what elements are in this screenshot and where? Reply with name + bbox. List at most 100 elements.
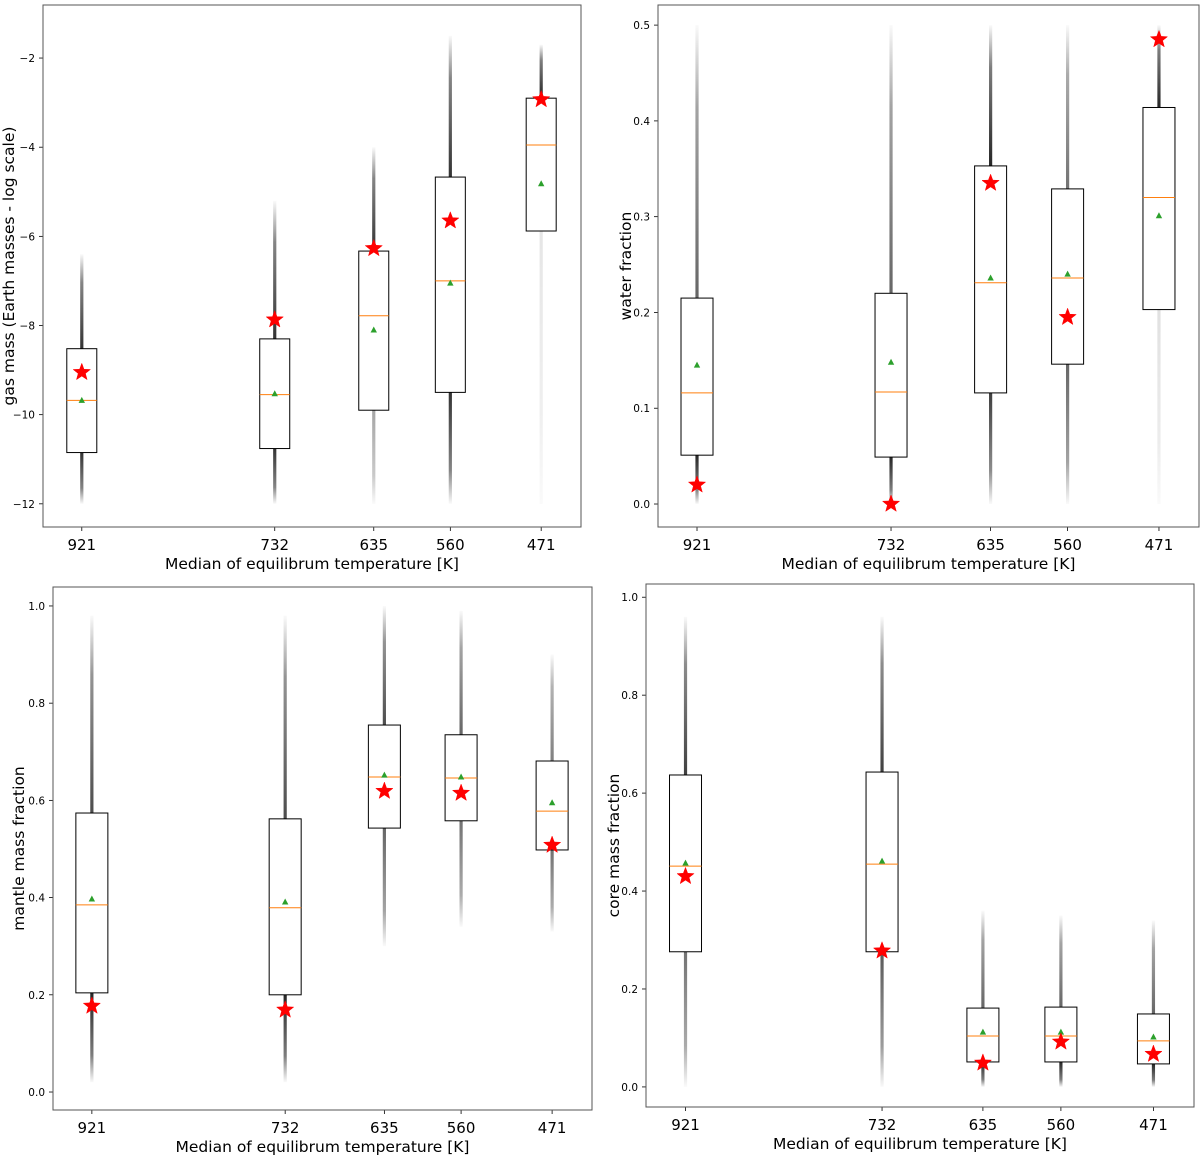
box	[268, 818, 302, 996]
y-tick-label: 0.5	[633, 20, 650, 32]
star-marker	[275, 1000, 295, 1018]
y-tick-label: 0.2	[28, 990, 45, 1002]
mean-marker	[1150, 1033, 1157, 1040]
star-marker	[676, 866, 695, 885]
mean-marker	[693, 361, 701, 368]
box-group-921	[669, 616, 703, 1087]
box-group-921	[75, 615, 109, 1083]
y-tick-label: −4	[20, 142, 36, 154]
star-marker	[1058, 307, 1077, 326]
box-group-560	[1044, 915, 1078, 1087]
y-tick-label: 1.0	[28, 601, 45, 613]
mean-marker	[987, 274, 994, 281]
box	[669, 774, 703, 953]
x-tick-label: 732	[260, 536, 289, 554]
x-tick-label: 635	[370, 1119, 399, 1137]
box	[1136, 1013, 1170, 1065]
box-group-635	[974, 25, 1008, 505]
box-group-732	[259, 200, 291, 504]
y-tick-label: 0.3	[633, 212, 650, 224]
star-marker	[451, 783, 471, 801]
star-marker	[872, 941, 892, 959]
box	[1044, 1006, 1078, 1063]
x-tick-label: 471	[527, 536, 556, 554]
star-marker	[1144, 1044, 1163, 1062]
x-tick-label: 921	[671, 1116, 700, 1134]
box-group-471	[535, 654, 569, 932]
x-axis-label: Median of equilibrum temperature [K]	[176, 1138, 470, 1155]
box	[75, 812, 109, 994]
box-group-921	[66, 254, 98, 504]
box-group-635	[358, 147, 390, 504]
box-group-732	[865, 616, 899, 1087]
box	[1142, 106, 1176, 311]
y-tick-label: 0.0	[621, 1082, 638, 1094]
box	[259, 338, 291, 450]
star-marker	[82, 996, 102, 1014]
y-tick-label: 0.6	[28, 795, 45, 807]
x-axis-label: Median of equilibrum temperature [K]	[782, 555, 1076, 573]
star-marker	[375, 781, 394, 799]
y-axis-label: gas mass (Earth masses - log scale)	[0, 127, 18, 406]
x-tick-label: 560	[436, 536, 465, 554]
box-group-471	[1142, 25, 1176, 505]
y-tick-label: −8	[20, 321, 35, 333]
mean-marker	[537, 180, 545, 187]
mean-marker	[78, 396, 85, 403]
box-group-471	[525, 44, 557, 504]
y-tick-label: 0.4	[28, 893, 45, 905]
axes-frame	[52, 586, 593, 1111]
x-tick-label: 560	[1047, 1116, 1076, 1134]
mean-marker	[447, 279, 454, 286]
box-group-471	[1136, 920, 1170, 1087]
box-group-635	[367, 605, 401, 947]
star-marker	[973, 1053, 993, 1071]
mean-marker	[281, 898, 289, 905]
box	[974, 165, 1008, 394]
mean-marker	[548, 799, 556, 806]
subplot-3: 0.0 0.2 0.4 0.6 0.8 1.0 921 732 635 560 471 Median …	[10, 586, 593, 1155]
mean-marker	[1057, 1028, 1065, 1035]
y-tick-label: 0.0	[28, 1087, 45, 1099]
star-marker	[981, 173, 1000, 191]
x-tick-label: 732	[271, 1119, 300, 1137]
x-tick-label: 921	[683, 536, 712, 554]
axes-frame	[645, 583, 1195, 1108]
subplot-2: 0.0 0.1 0.2 0.3 0.4 0.5 921 732 635 560 471 Median …	[617, 4, 1200, 573]
y-tick-label: −2	[20, 53, 35, 65]
mean-marker	[878, 857, 886, 864]
box-group-921	[680, 25, 714, 505]
mean-marker	[979, 1028, 987, 1035]
y-tick-label: 1.0	[621, 592, 638, 604]
y-tick-label: −6	[20, 231, 36, 243]
box	[535, 760, 569, 851]
mean-marker	[457, 773, 465, 780]
x-tick-label: 921	[67, 536, 96, 554]
star-marker	[72, 362, 92, 381]
axes-frame	[42, 4, 582, 528]
star-marker	[1051, 1032, 1071, 1050]
x-axis-label: Median of equilibrum temperature [K]	[165, 555, 459, 573]
x-tick-label: 635	[976, 536, 1005, 554]
x-tick-label: 635	[359, 536, 388, 554]
box	[1051, 188, 1085, 365]
mean-marker	[271, 390, 278, 397]
x-tick-label: 471	[538, 1119, 567, 1137]
x-tick-label: 732	[868, 1116, 897, 1134]
subplot-4: 0.0 0.2 0.4 0.6 0.8 1.0 921 732 635 560 471 Median …	[605, 583, 1195, 1153]
y-tick-label: 0.2	[621, 984, 638, 996]
y-tick-label: 0.4	[621, 886, 638, 898]
box-group-732	[268, 615, 302, 1083]
box-group-732	[874, 25, 908, 512]
star-marker	[364, 238, 383, 257]
box-group-560	[1051, 25, 1085, 505]
x-tick-label: 560	[1053, 536, 1082, 554]
star-marker	[531, 89, 551, 108]
x-tick-label: 732	[877, 536, 906, 554]
y-tick-label: 0.4	[633, 116, 650, 128]
star-marker	[265, 309, 284, 328]
y-axis-label: mantle mass fraction	[10, 766, 28, 930]
y-axis-label: water fraction	[617, 212, 635, 321]
x-tick-label: 921	[78, 1119, 107, 1137]
